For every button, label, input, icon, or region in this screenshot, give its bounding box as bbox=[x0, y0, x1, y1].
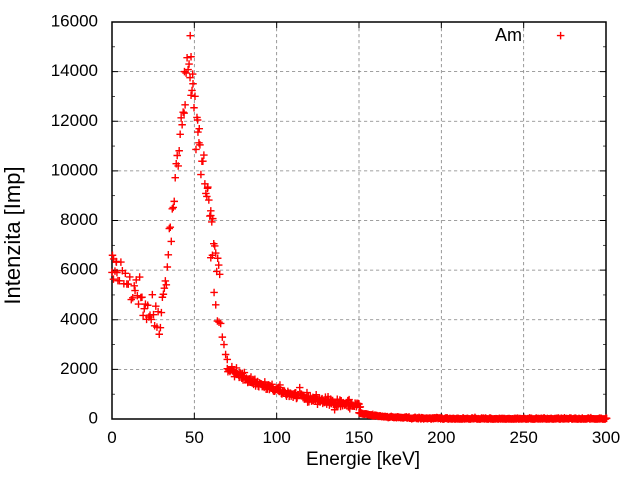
svg-text:8000: 8000 bbox=[60, 210, 98, 229]
svg-text:Am: Am bbox=[495, 25, 522, 45]
svg-text:150: 150 bbox=[345, 428, 373, 447]
svg-text:14000: 14000 bbox=[51, 61, 98, 80]
svg-text:0: 0 bbox=[107, 428, 116, 447]
svg-text:Intenzita [Imp]: Intenzita [Imp] bbox=[0, 166, 25, 304]
svg-text:4000: 4000 bbox=[60, 309, 98, 328]
svg-text:250: 250 bbox=[509, 428, 537, 447]
svg-text:200: 200 bbox=[427, 428, 455, 447]
svg-text:Energie [keV]: Energie [keV] bbox=[306, 449, 420, 470]
svg-text:300: 300 bbox=[592, 428, 620, 447]
svg-text:0: 0 bbox=[89, 409, 98, 428]
svg-text:100: 100 bbox=[262, 428, 290, 447]
svg-text:50: 50 bbox=[185, 428, 204, 447]
svg-text:16000: 16000 bbox=[51, 12, 98, 31]
svg-text:6000: 6000 bbox=[60, 260, 98, 279]
svg-text:10000: 10000 bbox=[51, 160, 98, 179]
svg-text:2000: 2000 bbox=[60, 359, 98, 378]
svg-text:12000: 12000 bbox=[51, 111, 98, 130]
